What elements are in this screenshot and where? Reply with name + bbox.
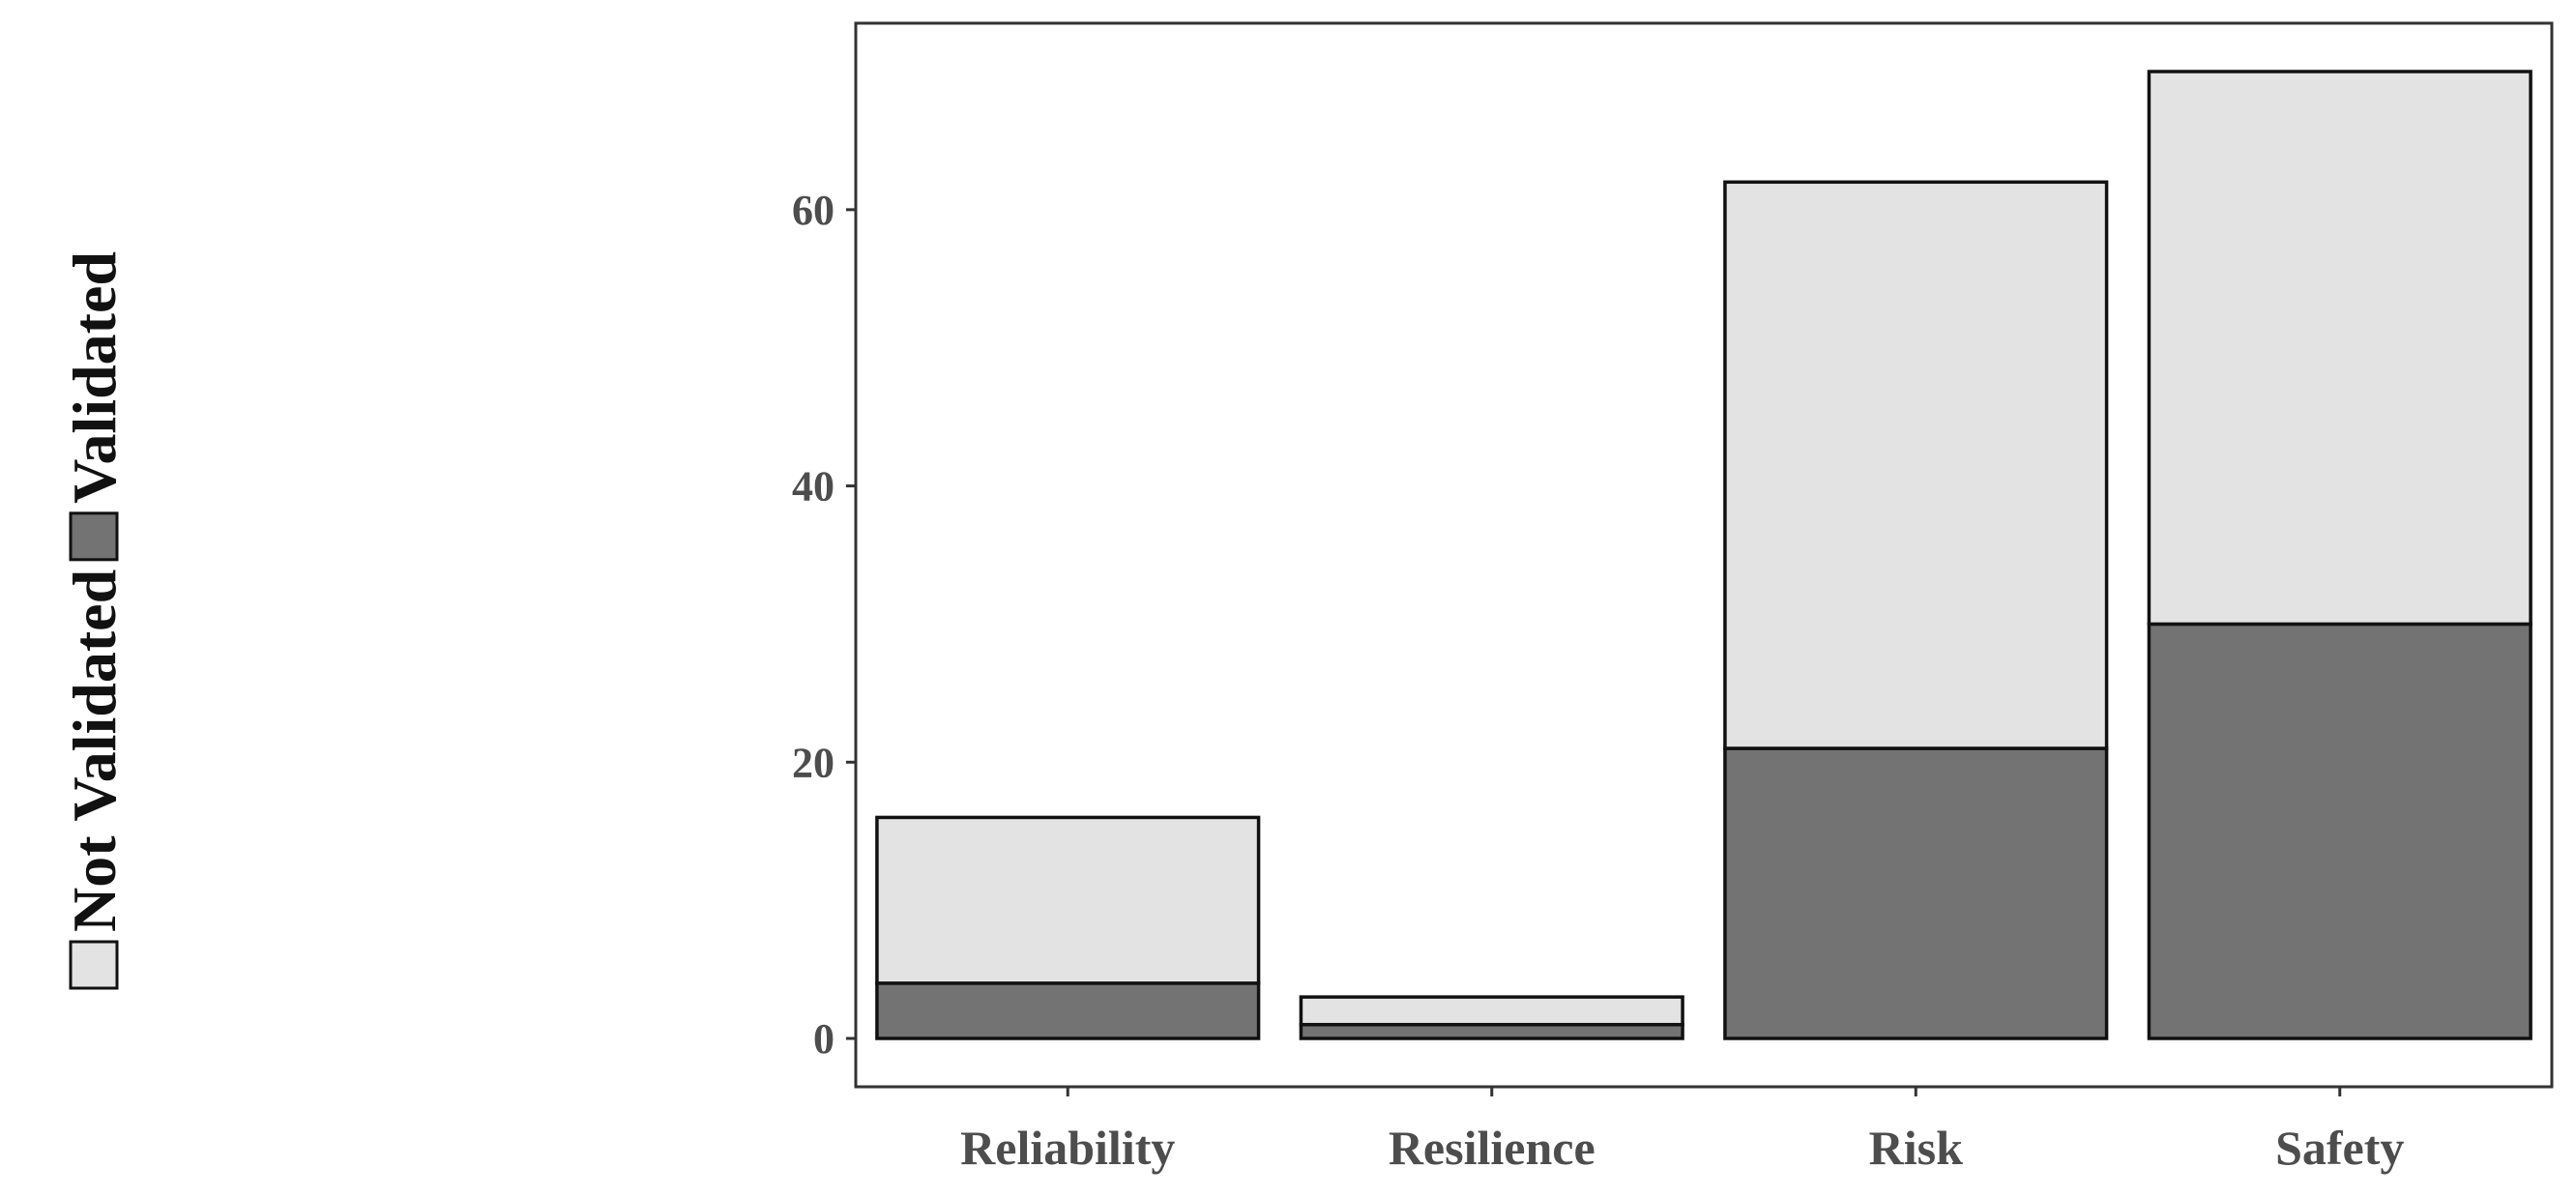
bar-risk-validated xyxy=(1723,746,2109,1040)
y-tick-label: 0 xyxy=(813,1015,834,1063)
bar-reliability-not-validated xyxy=(875,815,1261,985)
bar-reliability-validated xyxy=(875,981,1261,1040)
bar-safety-validated xyxy=(2147,622,2532,1040)
legend-label-validated: Validated xyxy=(60,251,129,504)
x-axis: Reliability Resilience Risk Safety xyxy=(960,1087,2404,1175)
y-tick-label: 60 xyxy=(792,187,834,234)
bar-safety-not-validated xyxy=(2147,70,2532,627)
plot-frame xyxy=(854,21,2554,1089)
y-tick-label: 40 xyxy=(792,463,834,511)
bar-risk-not-validated xyxy=(1723,180,2109,750)
bars xyxy=(875,70,2532,1040)
legend-key-not-validated xyxy=(69,940,119,990)
x-tick-label-reliability: Reliability xyxy=(960,1121,1175,1175)
x-tick-label-resilience: Resilience xyxy=(1389,1121,1595,1175)
x-tick-label-risk: Risk xyxy=(1869,1121,1963,1175)
y-tick-label: 20 xyxy=(792,739,834,786)
bar-resilience-not-validated xyxy=(1299,995,1684,1027)
bar-resilience-validated xyxy=(1299,1022,1684,1040)
legend-label-not-validated: Not Validated xyxy=(60,569,129,932)
legend-key-validated xyxy=(69,511,119,562)
y-axis: 0 20 40 60 xyxy=(792,187,856,1063)
legend: Not Validated Validated xyxy=(60,251,129,990)
x-tick-label-safety: Safety xyxy=(2275,1121,2404,1175)
